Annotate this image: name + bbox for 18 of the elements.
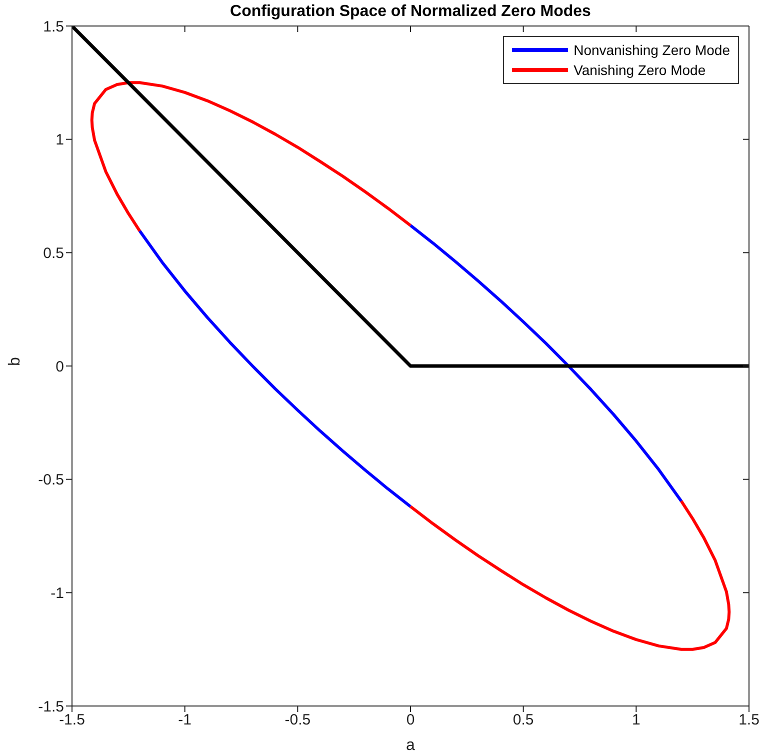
y-tick-label: 0: [56, 358, 64, 376]
x-tick-label: 1.5: [738, 712, 760, 729]
y-tick-label: 1: [56, 132, 64, 149]
legend-label: Vanishing Zero Mode: [574, 61, 706, 80]
y-tick-label: -1: [50, 584, 64, 602]
y-tick-label: -0.5: [38, 472, 64, 489]
x-tick-label: -0.5: [284, 712, 311, 729]
y-tick-label: 1.5: [43, 18, 64, 36]
x-tick-label: 0.5: [512, 712, 534, 729]
x-tick-label: -1: [178, 712, 192, 729]
legend-label: Nonvanishing Zero Mode: [574, 41, 730, 60]
y-axis-title: b: [6, 357, 24, 366]
x-axis-title: a: [406, 737, 416, 754]
chart-title: Configuration Space of Normalized Zero Modes: [229, 3, 592, 21]
y-tick-label: -1.5: [38, 698, 64, 716]
y-tick-label: 0.5: [43, 244, 64, 262]
x-tick-label: 0: [406, 712, 415, 729]
x-tick-label: 1: [632, 712, 640, 729]
